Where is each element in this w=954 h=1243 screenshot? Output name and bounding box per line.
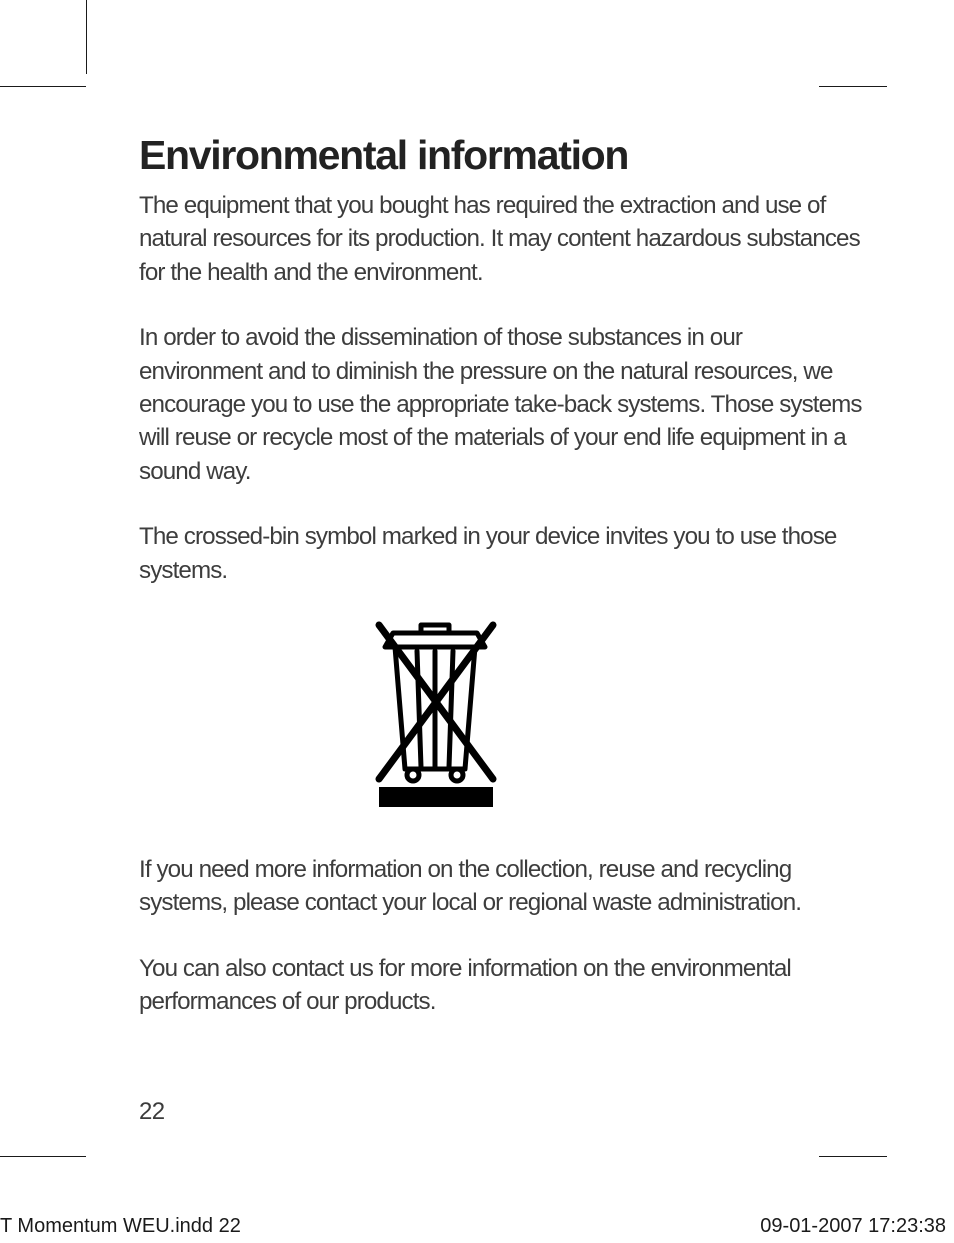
crop-mark	[819, 1156, 887, 1157]
paragraph: In order to avoid the dissemination of t…	[139, 321, 869, 488]
imposition-slug-left: T Momentum WEU.indd 22	[0, 1215, 241, 1238]
page-body: Environmental information The equipment …	[139, 132, 869, 1050]
page-title: Environmental information	[139, 132, 869, 179]
paragraph: If you need more information on the coll…	[139, 853, 869, 920]
paragraph: The equipment that you bought has requir…	[139, 189, 869, 289]
page-number: 22	[139, 1098, 165, 1126]
paragraph: The crossed-bin symbol marked in your de…	[139, 520, 869, 587]
crossed-bin-icon	[361, 619, 509, 809]
crop-mark	[0, 86, 86, 87]
crop-mark	[86, 0, 87, 74]
crop-mark	[0, 1156, 86, 1157]
crop-mark	[819, 86, 887, 87]
imposition-slug-right: 09-01-2007 17:23:38	[760, 1215, 946, 1238]
paragraph: You can also contact us for more informa…	[139, 952, 869, 1019]
